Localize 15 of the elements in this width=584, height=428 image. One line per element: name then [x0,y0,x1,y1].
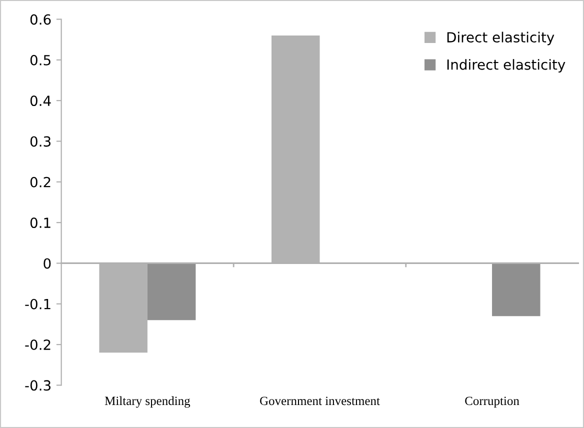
y-tick-label: 0.3 [30,136,50,147]
y-tick-label: -0.3 [25,380,50,391]
y-tick-label: 0.2 [30,176,50,188]
x-tick-label: Miltary spending [104,396,190,408]
legend-label: Direct elasticity [447,32,554,46]
legend-label: Indirect elasticity [447,59,566,73]
y-tick-label: 0.1 [30,218,50,228]
y-tick-label: 0 [44,258,51,269]
y-tick-label: -0.2 [25,340,50,350]
y-tick-label: 0.4 [30,96,51,106]
y-tick-label: 0.5 [30,54,50,66]
y-tick-label: -0.1 [25,298,50,310]
y-tick-label: 0.6 [30,14,51,25]
x-tick-label: Corruption [465,396,520,408]
x-tick-label: Government investment [260,396,380,406]
